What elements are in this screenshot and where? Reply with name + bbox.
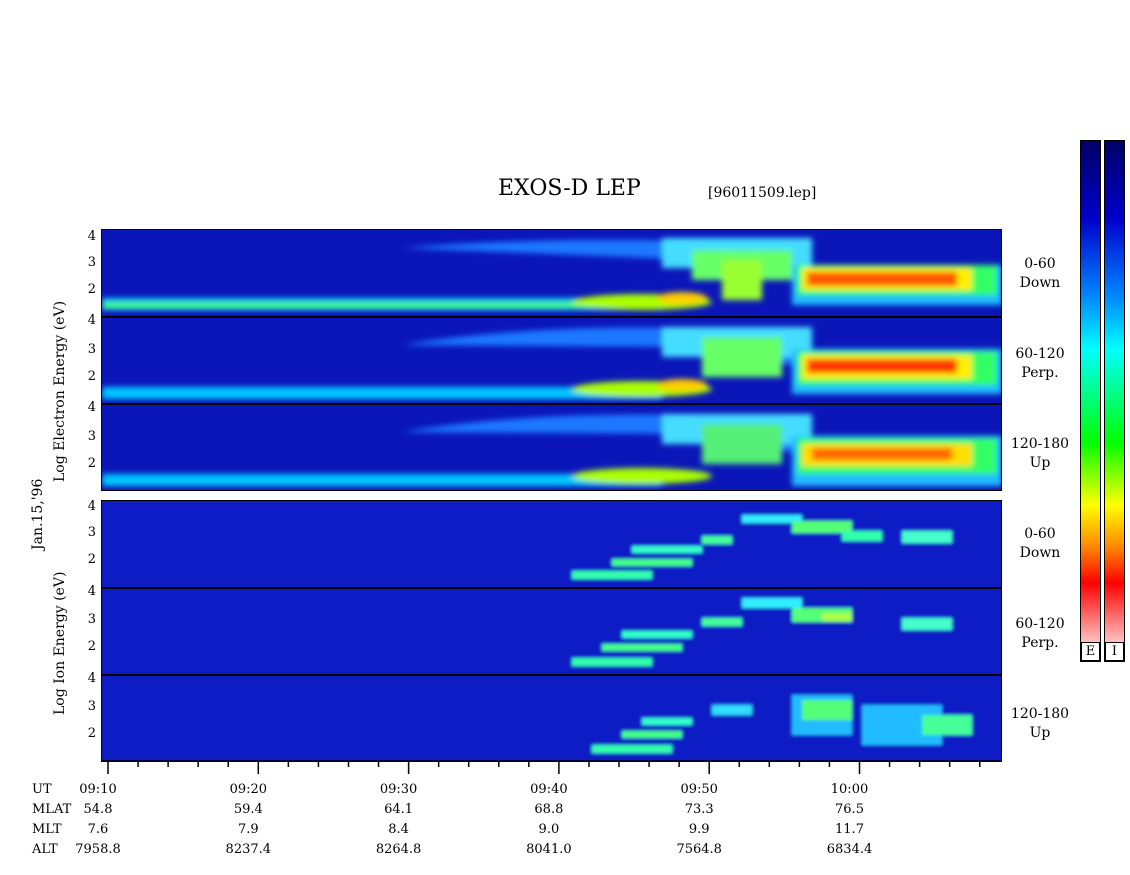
ion-sep-2 <box>102 674 1001 676</box>
e-channel-2: 120-180 Up <box>1010 435 1070 473</box>
mlat-value: 73.3 <box>684 802 714 817</box>
electron-sub-perp <box>102 327 1001 399</box>
ut-value: 09:50 <box>680 782 718 797</box>
alt-value: 8041.0 <box>526 842 572 857</box>
row-label-mlat: MLAT <box>32 802 72 817</box>
e-channel-2-range: 120-180 <box>1010 436 1070 452</box>
alt-value: 7958.8 <box>75 842 121 857</box>
ion-sub-up <box>102 675 1001 761</box>
row-label-ut: UT <box>32 782 52 797</box>
mlat-value: 64.1 <box>384 802 414 817</box>
alt-value: 7564.8 <box>676 842 722 857</box>
ut-value: 09:30 <box>379 782 418 797</box>
e3-ytick-3: 3 <box>87 429 96 444</box>
electron-sub-down <box>102 238 1001 310</box>
file-name: [96011509.lep] <box>708 185 817 201</box>
mlt-value: 9.0 <box>538 822 560 837</box>
i2-ytick-2: 2 <box>87 639 96 654</box>
mlt-value: 9.9 <box>688 822 710 837</box>
colorbar-i <box>1104 140 1125 662</box>
i2-ytick-3: 3 <box>87 612 96 627</box>
x-axis <box>101 760 1000 774</box>
e3-ytick-4: 4 <box>87 400 96 415</box>
mlat-value: 59.4 <box>233 802 263 817</box>
i3-ytick-4: 4 <box>87 671 96 686</box>
e-channel-1-dir: Perp. <box>1021 365 1059 381</box>
colorbar-e-label: E <box>1081 642 1100 661</box>
ion-panel <box>101 500 1002 762</box>
ion-spectrogram <box>102 501 1001 761</box>
mlat-value: 54.8 <box>83 802 113 817</box>
i-channel-0: 0-60 Down <box>1010 525 1070 563</box>
alt-value: 8264.8 <box>375 842 422 857</box>
e-channel-1-range: 60-120 <box>1015 346 1065 362</box>
alt-value: 8237.4 <box>225 842 272 857</box>
i3-ytick-2: 2 <box>87 726 96 741</box>
ion-sep-1 <box>102 587 1001 589</box>
e1-ytick-2: 2 <box>87 282 96 297</box>
i3-ytick-3: 3 <box>87 699 96 714</box>
e1-ytick-3: 3 <box>87 255 96 270</box>
electron-sep-1 <box>102 316 1001 318</box>
electron-spectrogram <box>102 238 1001 486</box>
mlt-value: 7.9 <box>237 822 259 837</box>
ion-sub-perp <box>102 588 1001 674</box>
i-channel-0-dir: Down <box>1019 545 1061 561</box>
i-channel-0-range: 0-60 <box>1024 526 1056 542</box>
electron-axis-label: Log Electron Energy (eV) <box>52 300 68 482</box>
electron-sub-up <box>102 414 1001 486</box>
mlat-value: 68.8 <box>534 802 564 817</box>
ion-axis-label: Log Ion Energy (eV) <box>52 571 68 715</box>
i2-ytick-4: 4 <box>87 584 96 599</box>
ut-value: 10:00 <box>830 782 869 797</box>
i-channel-2: 120-180 Up <box>1010 705 1070 743</box>
e-channel-0-range: 0-60 <box>1024 256 1056 272</box>
e1-ytick-4: 4 <box>87 229 96 244</box>
mlt-value: 11.7 <box>835 822 864 837</box>
e2-ytick-3: 3 <box>87 342 96 357</box>
mlt-value: 8.4 <box>388 822 409 837</box>
colorbar-i-label: I <box>1105 642 1124 661</box>
i-channel-2-dir: Up <box>1029 725 1051 741</box>
ut-value: 09:40 <box>530 782 568 797</box>
electron-sep-2 <box>102 403 1001 405</box>
date-label: Jan.15,'96 <box>30 478 46 550</box>
e-channel-0-dir: Down <box>1019 275 1061 291</box>
i-channel-1: 60-120 Perp. <box>1010 615 1070 653</box>
e2-ytick-2: 2 <box>87 369 96 384</box>
ut-value: 09:10 <box>79 782 117 797</box>
electron-panel <box>101 229 1002 491</box>
e-channel-1: 60-120 Perp. <box>1010 345 1070 383</box>
i-channel-1-range: 60-120 <box>1015 616 1065 632</box>
mlt-value: 7.6 <box>87 822 109 837</box>
e3-ytick-2: 2 <box>87 456 96 471</box>
row-label-alt: ALT <box>32 842 58 857</box>
row-label-mlt: MLT <box>32 822 62 837</box>
ion-sub-down <box>102 501 1001 587</box>
e-channel-0: 0-60 Down <box>1010 255 1070 293</box>
alt-value: 6834.4 <box>826 842 873 857</box>
i-channel-1-dir: Perp. <box>1021 635 1059 651</box>
mlat-value: 76.5 <box>835 802 864 817</box>
e2-ytick-4: 4 <box>87 313 96 328</box>
i-channel-2-range: 120-180 <box>1010 706 1070 722</box>
ut-value: 09:20 <box>229 782 268 797</box>
i1-ytick-3: 3 <box>87 525 96 540</box>
i1-ytick-4: 4 <box>87 499 96 514</box>
e-channel-2-dir: Up <box>1029 455 1051 471</box>
chart-title: EXOS-D LEP <box>498 176 641 201</box>
colorbar-e <box>1080 140 1101 662</box>
i1-ytick-2: 2 <box>87 552 96 567</box>
